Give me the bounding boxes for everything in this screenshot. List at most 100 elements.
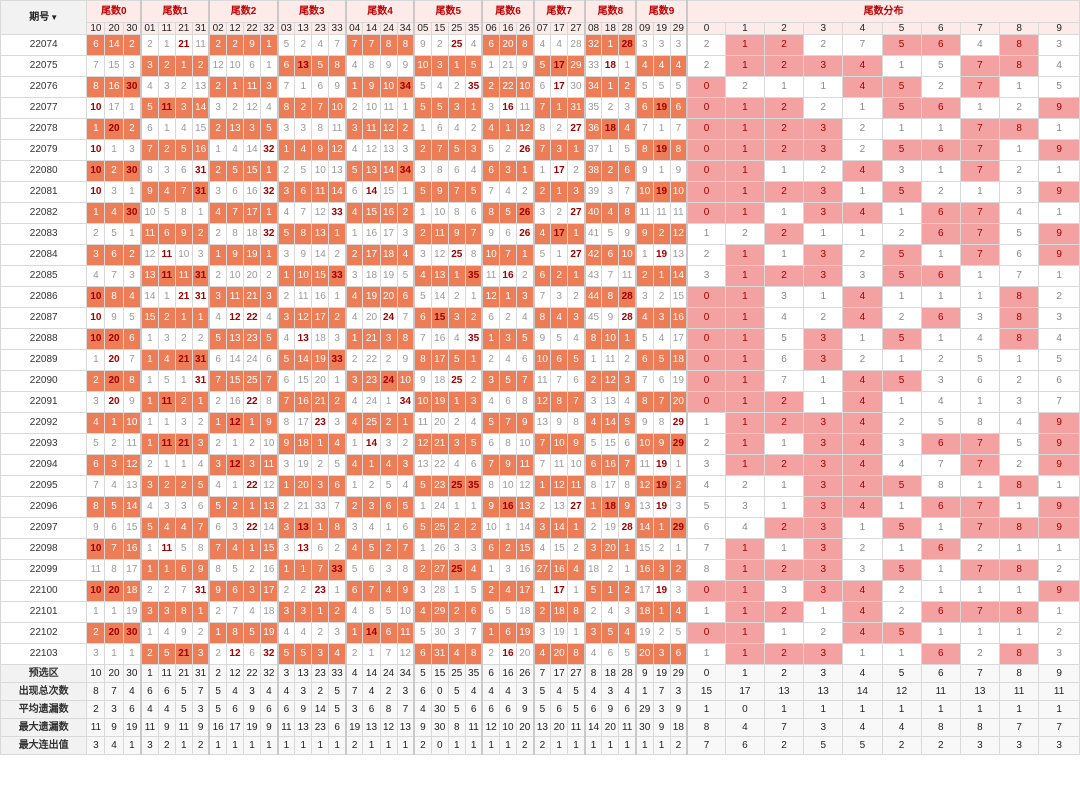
trend-cell[interactable]: 14	[601, 412, 620, 434]
trend-cell[interactable]: 8	[86, 496, 106, 518]
trend-cell[interactable]: 16	[122, 538, 142, 560]
trend-cell[interactable]: 8	[516, 34, 535, 56]
dist-cell[interactable]: 9	[1038, 181, 1080, 203]
trend-cell[interactable]: 3	[174, 496, 193, 518]
dist-cell[interactable]: 2	[686, 433, 726, 455]
trend-cell[interactable]: 13	[294, 538, 313, 560]
trend-cell[interactable]: 4	[634, 55, 654, 77]
trend-cell[interactable]: 1	[243, 538, 262, 560]
trend-cell[interactable]: 20	[634, 643, 654, 665]
trend-cell[interactable]: 1	[191, 202, 210, 224]
trend-cell[interactable]: 5	[447, 349, 466, 371]
trend-cell[interactable]: 7	[311, 97, 330, 119]
dist-cell[interactable]: 4	[842, 55, 883, 77]
trend-cell[interactable]: 31	[191, 265, 210, 287]
trend-cell[interactable]: 5	[464, 580, 483, 602]
dist-cell[interactable]: 4	[842, 286, 883, 308]
trend-cell[interactable]: 8	[276, 97, 296, 119]
trend-cell[interactable]: 20	[104, 580, 124, 602]
trend-cell[interactable]: 12	[601, 370, 620, 392]
trend-cell[interactable]: 7	[481, 454, 500, 476]
trend-cell[interactable]: 12	[225, 643, 245, 665]
dist-cell[interactable]: 5	[881, 370, 922, 392]
dist-cell[interactable]: 2	[881, 307, 922, 329]
trend-cell[interactable]: 19	[652, 496, 671, 518]
trend-cell[interactable]: 27	[567, 202, 586, 224]
trend-cell[interactable]: 20	[379, 286, 398, 308]
dist-cell[interactable]: 3	[803, 559, 844, 581]
dist-cell[interactable]: 1	[724, 622, 765, 644]
trend-cell[interactable]: 4	[652, 328, 671, 350]
trend-cell[interactable]: 35	[464, 328, 483, 350]
trend-cell[interactable]: 11	[174, 265, 193, 287]
dist-cell[interactable]: 6	[920, 601, 961, 623]
trend-cell[interactable]: 1	[225, 76, 245, 98]
dist-cell[interactable]: 3	[999, 181, 1040, 203]
dist-cell[interactable]: 1	[959, 181, 1001, 203]
dist-cell[interactable]: 2	[999, 160, 1040, 182]
trend-cell[interactable]: 10	[413, 391, 432, 413]
trend-cell[interactable]: 1	[567, 139, 586, 161]
trend-cell[interactable]: 9	[396, 349, 415, 371]
trend-cell[interactable]: 2	[328, 307, 347, 329]
trend-cell[interactable]: 6	[379, 496, 398, 518]
trend-cell[interactable]: 8	[430, 160, 449, 182]
trend-cell[interactable]: 3	[311, 643, 330, 665]
trend-cell[interactable]: 17	[601, 475, 620, 497]
trend-cell[interactable]: 29	[430, 601, 449, 623]
trend-cell[interactable]: 6	[311, 76, 330, 98]
trend-cell[interactable]: 9	[652, 433, 671, 455]
trend-cell[interactable]: 3	[191, 244, 210, 266]
trend-cell[interactable]: 29	[669, 412, 688, 434]
dist-cell[interactable]: 4	[842, 391, 883, 413]
dist-cell[interactable]: 1	[881, 391, 922, 413]
trend-cell[interactable]: 10	[634, 433, 654, 455]
dist-cell[interactable]: 4	[959, 34, 1001, 56]
trend-cell[interactable]: 1	[260, 34, 279, 56]
dist-cell[interactable]: 5	[881, 475, 922, 497]
dist-cell[interactable]: 1	[724, 580, 765, 602]
dist-cell[interactable]: 1	[920, 580, 961, 602]
trend-cell[interactable]: 8	[516, 391, 535, 413]
trend-cell[interactable]: 3	[276, 244, 296, 266]
trend-cell[interactable]: 5	[174, 139, 193, 161]
trend-cell[interactable]: 4	[618, 391, 637, 413]
dist-cell[interactable]: 4	[999, 202, 1040, 224]
trend-cell[interactable]: 5	[498, 202, 518, 224]
trend-cell[interactable]: 2	[481, 349, 500, 371]
dist-cell[interactable]: 3	[763, 580, 805, 602]
trend-cell[interactable]: 4	[481, 118, 500, 140]
trend-cell[interactable]: 20	[104, 370, 124, 392]
trend-cell[interactable]: 6	[618, 433, 637, 455]
trend-cell[interactable]: 1	[618, 328, 637, 350]
trend-cell[interactable]: 5	[464, 55, 483, 77]
trend-cell[interactable]: 5	[618, 643, 637, 665]
trend-cell[interactable]: 5	[243, 622, 262, 644]
dist-cell[interactable]: 1	[881, 118, 922, 140]
trend-cell[interactable]: 11	[122, 433, 142, 455]
trend-cell[interactable]: 6	[464, 601, 483, 623]
trend-cell[interactable]: 6	[413, 307, 432, 329]
trend-cell[interactable]: 4	[550, 34, 569, 56]
dist-cell[interactable]: 4	[724, 517, 765, 539]
trend-cell[interactable]: 6	[567, 370, 586, 392]
trend-cell[interactable]: 13	[311, 223, 330, 245]
trend-cell[interactable]: 17	[362, 244, 381, 266]
trend-cell[interactable]: 3	[328, 412, 347, 434]
trend-cell[interactable]: 18	[294, 433, 313, 455]
trend-cell[interactable]: 31	[191, 286, 210, 308]
trend-cell[interactable]: 4	[208, 202, 227, 224]
trend-cell[interactable]: 22	[498, 76, 518, 98]
trend-cell[interactable]: 7	[225, 601, 245, 623]
trend-cell[interactable]: 3	[140, 601, 159, 623]
trend-cell[interactable]: 2	[447, 286, 466, 308]
trend-cell[interactable]: 13	[328, 160, 347, 182]
trend-cell[interactable]: 1	[191, 307, 210, 329]
dist-cell[interactable]: 2	[842, 244, 883, 266]
trend-cell[interactable]: 9	[516, 55, 535, 77]
trend-cell[interactable]: 2	[447, 76, 466, 98]
trend-cell[interactable]: 1	[225, 475, 245, 497]
trend-cell[interactable]: 5	[276, 643, 296, 665]
trend-cell[interactable]: 5	[276, 223, 296, 245]
dist-cell[interactable]: 2	[803, 97, 844, 119]
